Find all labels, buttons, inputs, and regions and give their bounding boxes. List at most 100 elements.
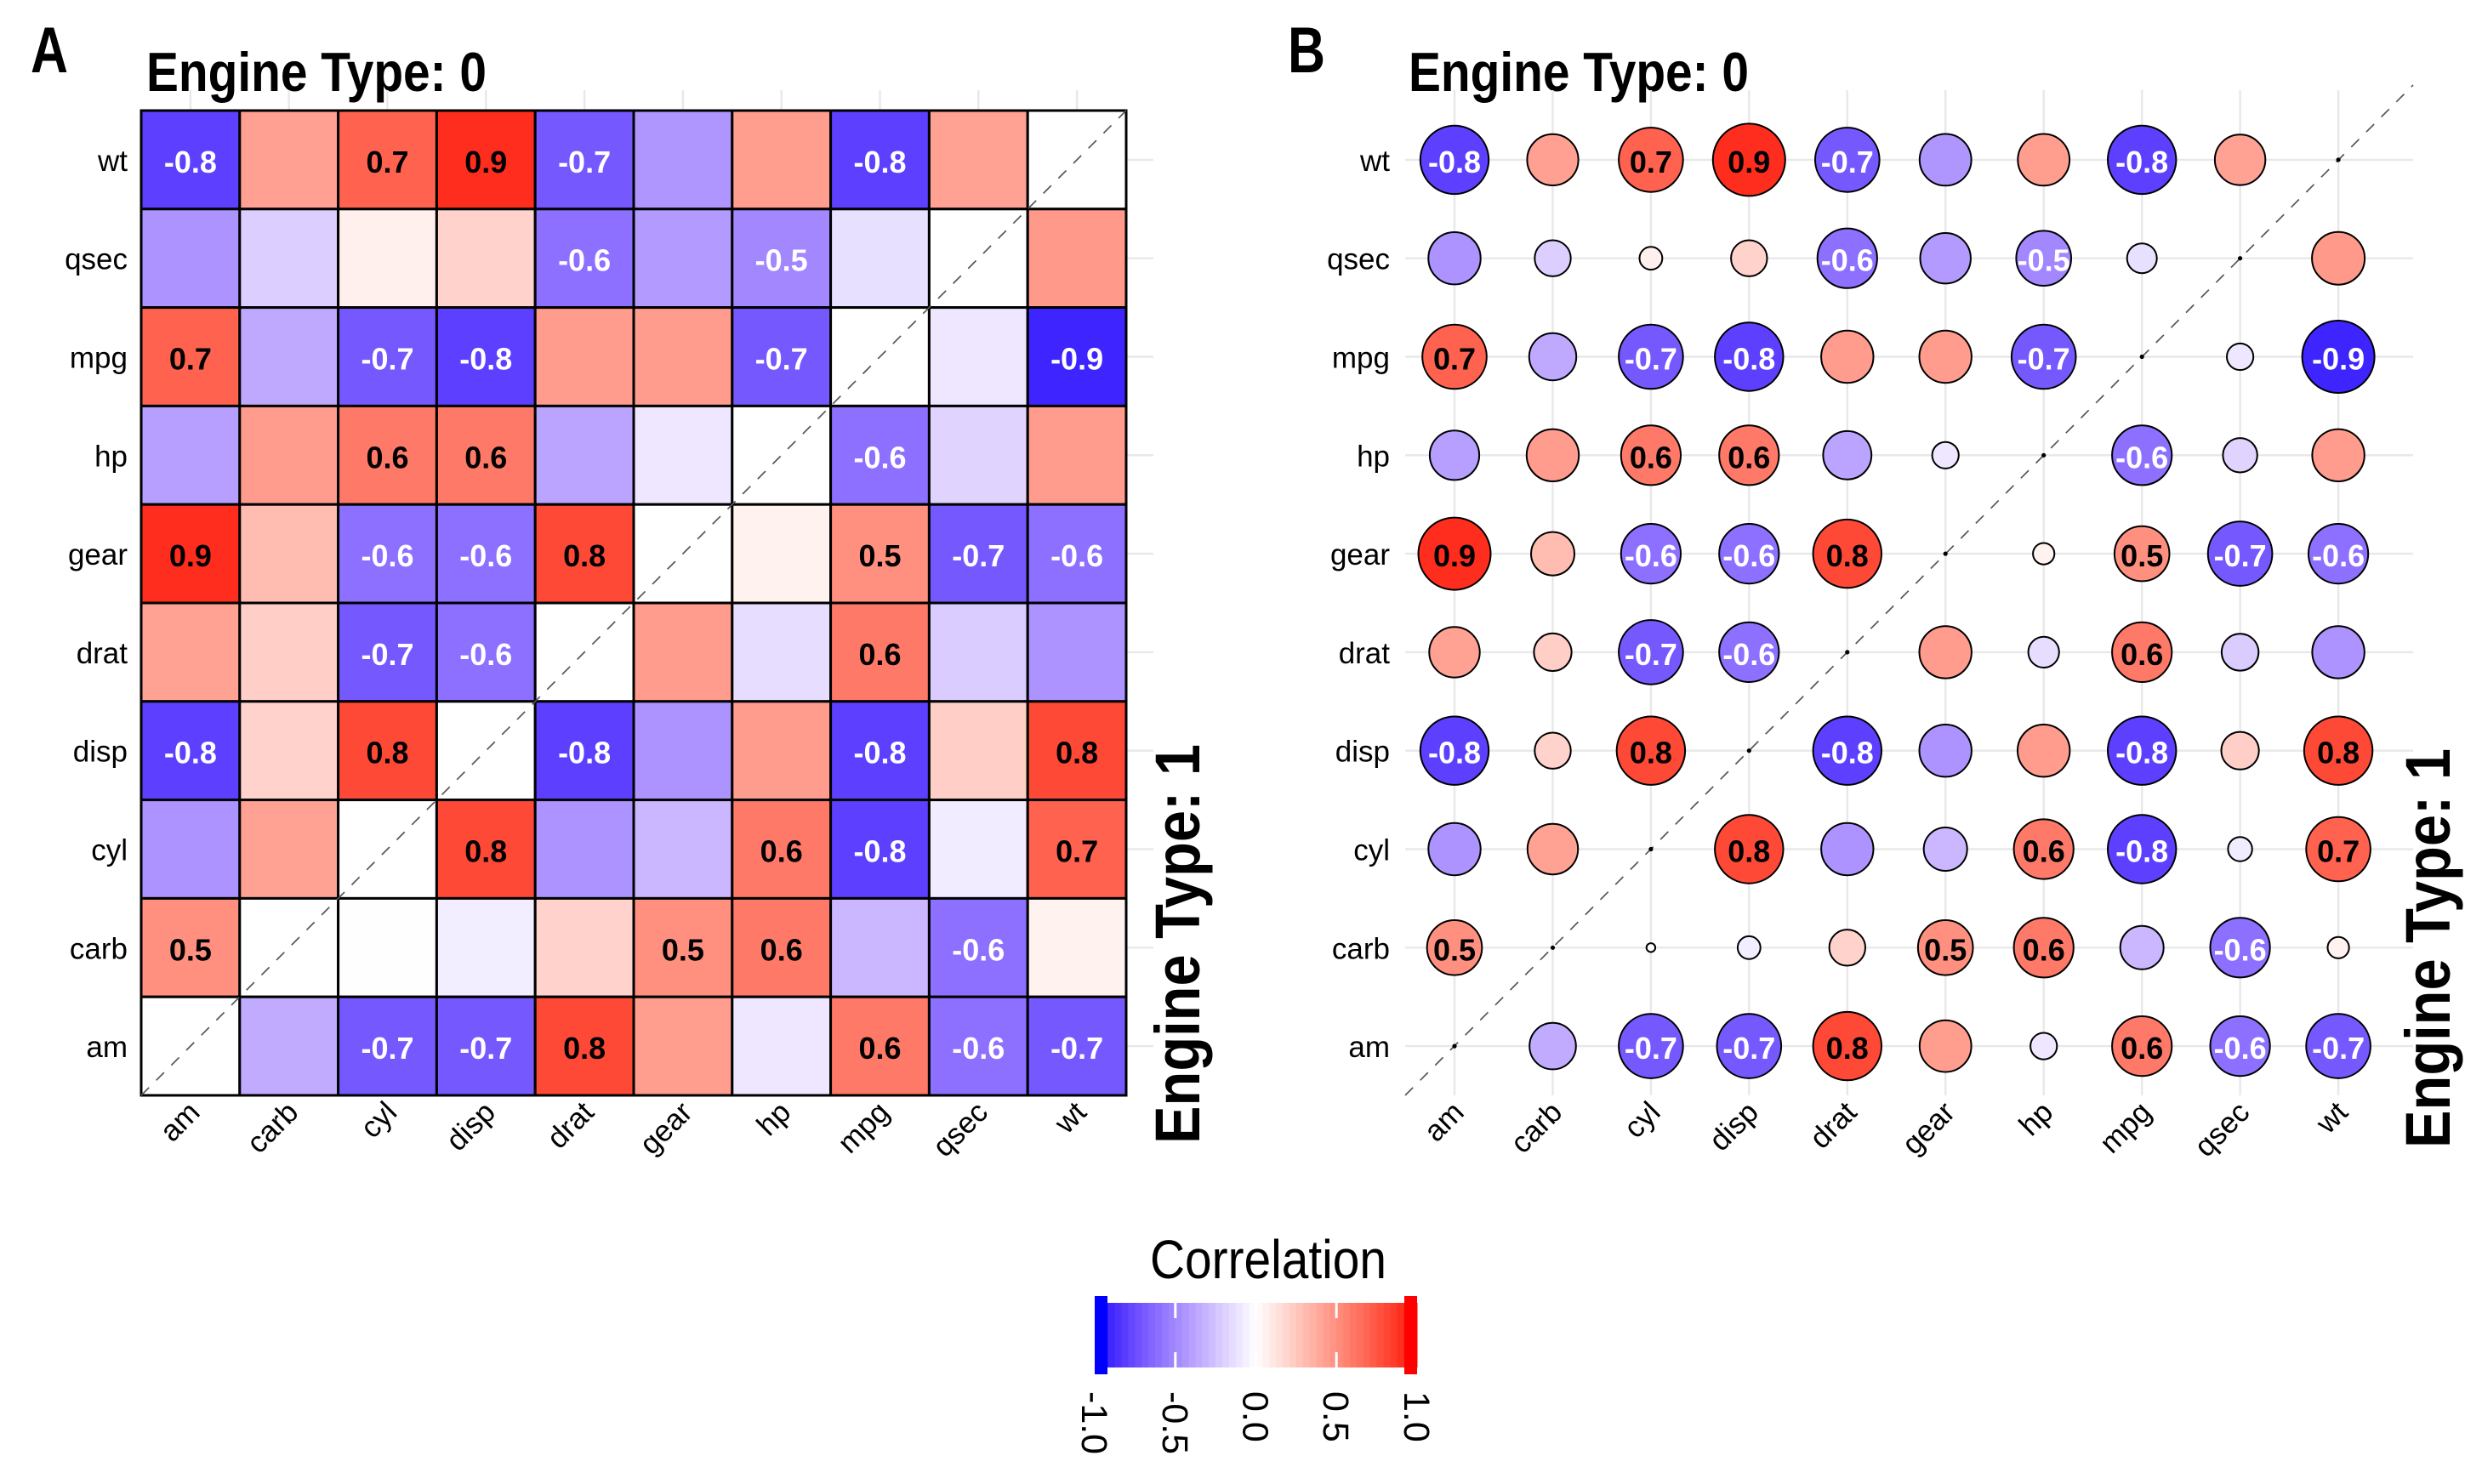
svg-text:-0.8: -0.8 xyxy=(2115,834,2168,869)
svg-text:gear: gear xyxy=(1330,538,1390,571)
svg-text:-0.6: -0.6 xyxy=(952,932,1005,967)
svg-text:-0.6: -0.6 xyxy=(1625,538,1677,573)
svg-text:Engine Type: 0: Engine Type: 0 xyxy=(1409,41,1749,103)
svg-text:qsec: qsec xyxy=(1327,243,1390,276)
svg-text:0.5: 0.5 xyxy=(662,932,704,967)
svg-text:-0.5: -0.5 xyxy=(755,243,808,278)
svg-text:qsec: qsec xyxy=(65,243,128,276)
svg-text:0.6: 0.6 xyxy=(464,440,507,475)
svg-text:-0.7: -0.7 xyxy=(361,342,413,377)
svg-text:-0.6: -0.6 xyxy=(2312,538,2365,573)
svg-text:0.5: 0.5 xyxy=(858,538,901,573)
svg-text:am: am xyxy=(1348,1031,1390,1064)
svg-text:-0.7: -0.7 xyxy=(1625,1031,1677,1066)
svg-text:-0.6: -0.6 xyxy=(558,243,611,278)
svg-text:0.9: 0.9 xyxy=(464,145,507,179)
svg-text:-0.6: -0.6 xyxy=(1050,538,1103,573)
svg-text:disp: disp xyxy=(1335,736,1390,769)
svg-text:B: B xyxy=(1288,14,1325,87)
svg-text:Engine Type: 1: Engine Type: 1 xyxy=(2393,748,2463,1148)
svg-text:0.8: 0.8 xyxy=(2317,736,2360,770)
svg-text:am: am xyxy=(86,1031,128,1064)
svg-text:disp: disp xyxy=(73,736,128,769)
svg-text:-0.8: -0.8 xyxy=(853,834,906,869)
svg-text:-0.7: -0.7 xyxy=(459,1031,512,1066)
svg-text:-0.7: -0.7 xyxy=(558,145,611,179)
svg-text:-0.8: -0.8 xyxy=(2115,145,2168,179)
svg-text:hp: hp xyxy=(1357,440,1390,473)
svg-text:1.0: 1.0 xyxy=(1396,1391,1437,1442)
svg-text:-0.5: -0.5 xyxy=(1154,1391,1195,1454)
svg-text:-0.8: -0.8 xyxy=(2115,736,2168,770)
svg-text:0.5: 0.5 xyxy=(169,932,212,967)
svg-text:0.8: 0.8 xyxy=(1826,538,1869,573)
svg-text:wt: wt xyxy=(97,145,128,178)
svg-text:-0.7: -0.7 xyxy=(1821,145,1874,179)
svg-text:gear: gear xyxy=(68,538,128,571)
svg-text:0.5: 0.5 xyxy=(2121,538,2163,573)
svg-text:0.8: 0.8 xyxy=(366,736,408,770)
svg-text:0.6: 0.6 xyxy=(760,834,803,869)
svg-text:-0.9: -0.9 xyxy=(1050,342,1103,377)
svg-text:-0.8: -0.8 xyxy=(1428,145,1481,179)
svg-text:-0.8: -0.8 xyxy=(1428,736,1481,770)
svg-text:-0.6: -0.6 xyxy=(459,637,512,672)
svg-text:carb: carb xyxy=(70,932,128,965)
svg-text:0.8: 0.8 xyxy=(1630,736,1672,770)
svg-text:0.7: 0.7 xyxy=(169,342,212,377)
svg-text:Engine Type: 1: Engine Type: 1 xyxy=(1142,744,1213,1144)
svg-text:-0.7: -0.7 xyxy=(361,637,413,672)
svg-text:mpg: mpg xyxy=(70,342,128,375)
svg-text:0.7: 0.7 xyxy=(2317,834,2360,869)
svg-text:0.6: 0.6 xyxy=(2023,834,2065,869)
svg-text:0.5: 0.5 xyxy=(1924,932,1967,967)
svg-text:0.6: 0.6 xyxy=(858,1031,901,1066)
svg-text:-0.6: -0.6 xyxy=(2115,440,2168,475)
svg-text:-1.0: -1.0 xyxy=(1073,1391,1114,1454)
svg-text:0.9: 0.9 xyxy=(1728,145,1770,179)
svg-text:mpg: mpg xyxy=(1332,342,1390,375)
svg-text:0.9: 0.9 xyxy=(169,538,212,573)
svg-text:0.6: 0.6 xyxy=(1728,440,1770,475)
svg-text:0.7: 0.7 xyxy=(366,145,408,179)
svg-text:0.6: 0.6 xyxy=(366,440,408,475)
svg-text:-0.6: -0.6 xyxy=(2214,1031,2267,1066)
svg-text:-0.8: -0.8 xyxy=(853,145,906,179)
svg-text:-0.7: -0.7 xyxy=(2312,1031,2365,1066)
svg-text:Engine Type: 0: Engine Type: 0 xyxy=(146,41,487,103)
svg-text:drat: drat xyxy=(1339,637,1391,670)
svg-text:0.6: 0.6 xyxy=(2121,637,2163,672)
svg-text:-0.8: -0.8 xyxy=(1821,736,1874,770)
svg-text:0.8: 0.8 xyxy=(563,538,606,573)
svg-text:0.8: 0.8 xyxy=(1728,834,1770,869)
svg-text:0.5: 0.5 xyxy=(1433,932,1476,967)
svg-text:hp: hp xyxy=(94,440,128,473)
svg-text:-0.6: -0.6 xyxy=(952,1031,1005,1066)
svg-text:0.6: 0.6 xyxy=(2121,1031,2163,1066)
svg-text:carb: carb xyxy=(1332,932,1390,965)
svg-text:0.7: 0.7 xyxy=(1433,342,1476,377)
svg-text:-0.7: -0.7 xyxy=(2018,342,2070,377)
svg-text:-0.9: -0.9 xyxy=(2312,342,2365,377)
svg-text:-0.7: -0.7 xyxy=(1050,1031,1103,1066)
svg-text:-0.7: -0.7 xyxy=(1625,342,1677,377)
svg-text:0.8: 0.8 xyxy=(1056,736,1098,770)
svg-text:0.8: 0.8 xyxy=(563,1031,606,1066)
svg-text:-0.7: -0.7 xyxy=(1625,637,1677,672)
svg-text:0.8: 0.8 xyxy=(1826,1031,1869,1066)
svg-text:drat: drat xyxy=(77,637,128,670)
svg-text:cyl: cyl xyxy=(91,834,128,867)
svg-text:-0.7: -0.7 xyxy=(2214,538,2267,573)
svg-text:-0.6: -0.6 xyxy=(2214,932,2267,967)
svg-text:0.0: 0.0 xyxy=(1235,1391,1276,1442)
svg-text:-0.7: -0.7 xyxy=(361,1031,413,1066)
svg-text:0.9: 0.9 xyxy=(1433,538,1476,573)
svg-text:-0.6: -0.6 xyxy=(1722,538,1775,573)
svg-text:0.6: 0.6 xyxy=(858,637,901,672)
svg-text:0.6: 0.6 xyxy=(760,932,803,967)
svg-text:wt: wt xyxy=(1359,145,1390,178)
svg-text:0.5: 0.5 xyxy=(1315,1391,1356,1442)
svg-text:-0.8: -0.8 xyxy=(459,342,512,377)
svg-text:0.6: 0.6 xyxy=(2023,932,2065,967)
svg-text:-0.6: -0.6 xyxy=(1821,243,1874,278)
